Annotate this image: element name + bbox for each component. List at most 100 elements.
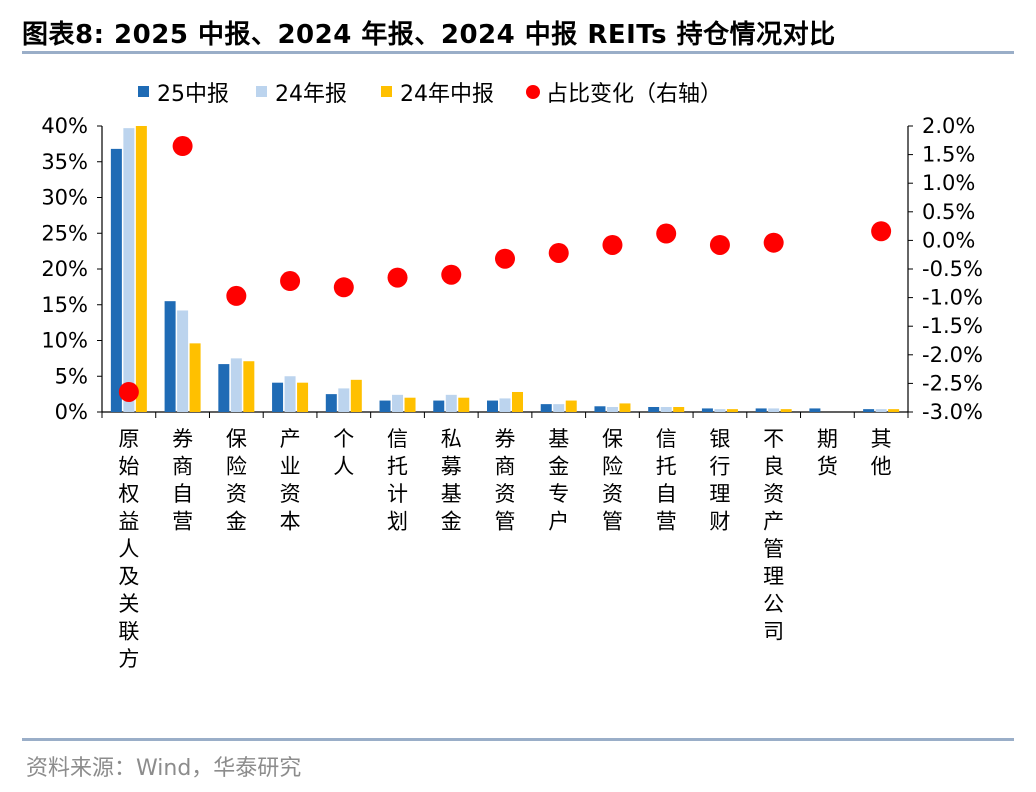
left-tick-label: 15% xyxy=(41,293,88,317)
chart-header: 图表8: 2025 中报、2024 年报、2024 中报 REITs 持仓情况对… xyxy=(22,8,1014,52)
right-tick-label: 0.0% xyxy=(922,228,975,252)
bar xyxy=(445,394,457,412)
change-point xyxy=(871,221,892,242)
bar xyxy=(404,397,416,412)
right-tick-label: -1.0% xyxy=(922,286,983,310)
source-note: 资料来源：Wind，华泰研究 xyxy=(26,756,302,781)
right-tick-label: 2.0% xyxy=(922,114,975,138)
footer-rule xyxy=(22,738,1014,741)
bar xyxy=(325,394,337,412)
left-tick-label: 30% xyxy=(41,186,88,210)
bar xyxy=(487,400,498,412)
left-tick-label: 35% xyxy=(41,150,88,174)
change-point xyxy=(172,136,193,157)
left-tick-label: 20% xyxy=(41,257,88,281)
bar xyxy=(110,148,122,412)
right-tick-label: 1.5% xyxy=(922,143,975,167)
change-point xyxy=(280,271,301,292)
change-point xyxy=(226,285,247,306)
change-point xyxy=(763,232,784,253)
category-label: 保险资金 xyxy=(226,427,247,534)
left-tick-label: 5% xyxy=(55,364,88,388)
bar xyxy=(123,128,135,412)
category-label: 保险资管 xyxy=(602,427,623,534)
category-label: 券商自营 xyxy=(172,427,193,534)
bar xyxy=(272,382,284,412)
change-points xyxy=(118,136,892,402)
category-label: 信托计划 xyxy=(387,427,408,534)
legend-label: 24年报 xyxy=(275,82,347,107)
bar xyxy=(392,394,404,412)
change-point xyxy=(602,234,623,255)
bar xyxy=(565,400,577,412)
bar xyxy=(660,406,672,412)
bar xyxy=(726,409,738,412)
bar xyxy=(780,409,792,412)
bar xyxy=(230,358,242,412)
bar xyxy=(379,400,391,412)
bar xyxy=(284,376,296,412)
bar xyxy=(177,310,189,412)
bar xyxy=(350,379,362,412)
category-label: 产业资本 xyxy=(280,427,301,534)
category-label: 原始权益人及关联方 xyxy=(118,427,139,671)
bar xyxy=(714,409,726,412)
legend-swatch xyxy=(138,86,149,97)
legend-swatch xyxy=(381,86,392,97)
bar xyxy=(755,408,767,412)
bar xyxy=(863,409,875,412)
category-label: 基金专户 xyxy=(548,427,569,534)
change-point xyxy=(656,223,677,244)
bar xyxy=(594,406,606,412)
category-label: 银行理财 xyxy=(709,427,730,534)
category-label: 不良资产管理公司 xyxy=(763,427,784,644)
change-point xyxy=(709,234,730,255)
bar xyxy=(433,400,445,412)
right-tick-label: 1.0% xyxy=(922,171,975,195)
bar xyxy=(809,408,821,412)
left-tick-label: 40% xyxy=(41,114,88,138)
axes: 0% 5% 10% 15% 20% 25% 30% 35% 40% -3.0% -2.5% -2.0%… xyxy=(41,114,983,424)
bar xyxy=(875,409,887,412)
bar xyxy=(553,404,565,412)
legend-label: 占比变化（右轴） xyxy=(546,82,722,107)
bar xyxy=(243,361,255,412)
legend-swatch xyxy=(256,86,267,97)
bar xyxy=(768,408,780,412)
chart-canvas: 25中报 24年报 24年中报 占比变化（右轴） 0% 5% 10% 15% 20% 25% 30… xyxy=(41,82,983,671)
category-label: 私募基金 xyxy=(441,427,462,534)
bar xyxy=(189,343,201,412)
category-label: 个人 xyxy=(333,427,354,479)
legend: 25中报 24年报 24年中报 占比变化（右轴） xyxy=(138,82,722,107)
bar xyxy=(338,388,350,412)
right-tick-label: -1.5% xyxy=(922,314,983,338)
bar xyxy=(606,406,618,412)
change-point xyxy=(118,381,139,402)
title-rule xyxy=(22,51,1014,54)
right-tick-label: 0.5% xyxy=(922,200,975,224)
bar xyxy=(512,391,523,412)
bar xyxy=(499,398,511,412)
legend-label: 25中报 xyxy=(157,82,229,107)
change-point xyxy=(495,248,515,269)
chart-title: 图表8: 2025 中报、2024 年报、2024 中报 REITs 持仓情况对… xyxy=(22,20,836,50)
bar xyxy=(218,364,230,412)
category-label: 其他 xyxy=(871,427,892,479)
category-label: 信托自营 xyxy=(656,427,677,534)
bar xyxy=(135,126,147,412)
right-tick-label: -2.0% xyxy=(922,343,983,367)
left-tick-label: 0% xyxy=(55,400,88,424)
bars xyxy=(110,126,900,412)
bar xyxy=(701,408,713,412)
bar xyxy=(164,301,176,412)
right-tick-label: -0.5% xyxy=(922,257,983,281)
change-point xyxy=(441,264,462,285)
bar xyxy=(888,409,900,412)
bar xyxy=(619,403,631,412)
legend-marker xyxy=(526,85,540,99)
category-label: 券商资管 xyxy=(495,427,516,534)
left-tick-label: 10% xyxy=(41,329,88,353)
bar xyxy=(540,404,552,412)
change-point xyxy=(333,277,354,298)
legend-label: 24年中报 xyxy=(400,82,494,107)
